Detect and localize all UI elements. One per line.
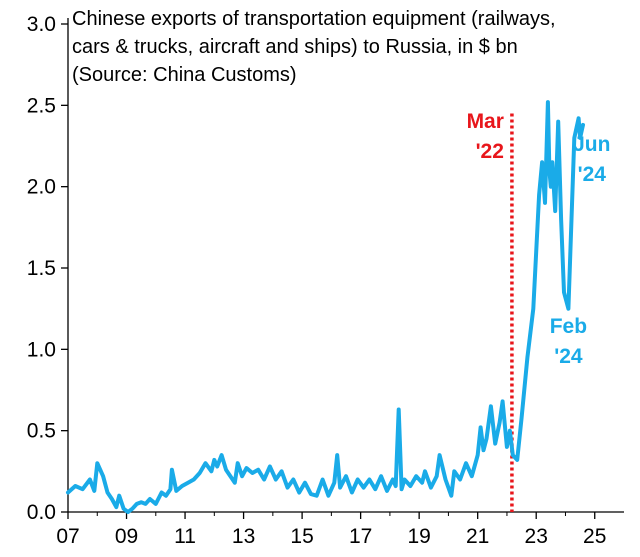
annotation-label: '24 (554, 345, 583, 368)
title-line-1: Chinese exports of transportation equipm… (72, 8, 556, 30)
axes (67, 18, 624, 513)
chart-title: Chinese exports of transportation equipm… (72, 8, 556, 86)
x-tick-label: 09 (115, 525, 138, 548)
y-tick-label: 1.0 (27, 338, 56, 361)
series-line (66, 100, 585, 514)
x-tick-label: 21 (466, 525, 489, 548)
x-tick-label: 13 (232, 525, 255, 548)
vertical-marker-label: '22 (476, 140, 504, 163)
x-tick-label: 07 (56, 525, 79, 548)
x-tick-label: 15 (290, 525, 313, 548)
annotation-label: Feb (550, 315, 587, 338)
y-tick-label: 2.0 (27, 176, 56, 199)
y-tick-label: 0.5 (27, 420, 56, 443)
x-tick-label: 25 (583, 525, 606, 548)
y-tick-label: 0.0 (27, 501, 56, 524)
title-line-2: cars & trucks, aircraft and ships) to Ru… (72, 36, 518, 58)
x-tick-label: 23 (525, 525, 548, 548)
y-axis: 0.0 0.5 1.0 1.5 2.0 2.5 3.0 (27, 13, 68, 524)
annotation-label: '24 (578, 163, 607, 186)
y-tick-label: 3.0 (27, 13, 56, 36)
x-tick-label: 19 (407, 525, 430, 548)
x-tick-label: 17 (349, 525, 372, 548)
annotation-labels: Mar '22 Feb '24 Jun '24 (467, 110, 611, 368)
y-tick-label: 1.5 (27, 257, 56, 280)
y-tick-label: 2.5 (27, 94, 56, 117)
vertical-marker-label: Mar (467, 110, 504, 133)
annotation-label: Jun (573, 133, 610, 156)
x-tick-label: 11 (174, 525, 196, 548)
x-axis: 07 09 11 13 15 17 19 21 23 25 (56, 512, 606, 548)
title-line-3: (Source: China Customs) (72, 64, 297, 86)
series-layer (66, 100, 585, 514)
